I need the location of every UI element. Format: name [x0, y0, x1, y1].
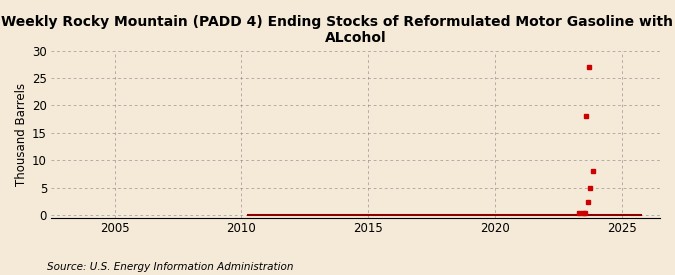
- Text: Source: U.S. Energy Information Administration: Source: U.S. Energy Information Administ…: [47, 262, 294, 272]
- Title: Weekly Rocky Mountain (PADD 4) Ending Stocks of Reformulated Motor Gasoline with: Weekly Rocky Mountain (PADD 4) Ending St…: [1, 15, 675, 45]
- Y-axis label: Thousand Barrels: Thousand Barrels: [15, 83, 28, 186]
